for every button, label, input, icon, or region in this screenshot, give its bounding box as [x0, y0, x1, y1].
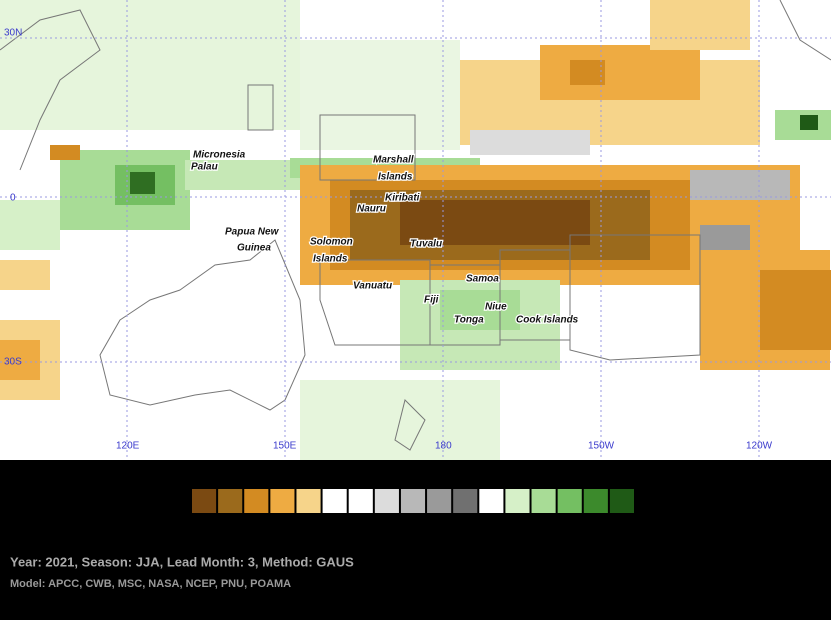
anomaly-field: [0, 0, 831, 460]
place-label: Samoa: [466, 274, 499, 285]
place-label: Fiji: [424, 295, 439, 306]
coordinate-label: 30S: [4, 357, 22, 368]
place-label: Marshall: [373, 155, 414, 166]
coordinate-label: 150E: [273, 441, 297, 452]
legend-swatch: [453, 489, 478, 513]
legend-swatch: [270, 489, 295, 513]
legend-swatch: [531, 489, 556, 513]
place-label: Micronesia: [193, 150, 246, 161]
coordinate-label: 180: [435, 441, 452, 452]
coordinate-labels: 30N 0 30S 120E 150E 180 150W 120W: [4, 28, 773, 452]
legend-swatch: [427, 489, 452, 513]
place-label: Guinea: [237, 243, 271, 254]
place-label: Cook Islands: [516, 315, 579, 326]
place-label: Solomon: [310, 237, 353, 248]
place-label: Vanuatu: [353, 281, 392, 292]
legend-swatch: [192, 489, 217, 513]
place-label: Nauru: [357, 204, 386, 215]
coordinate-label: 150W: [588, 441, 615, 452]
legend-swatch: [348, 489, 373, 513]
legend: [192, 489, 634, 513]
legend-swatch: [505, 489, 530, 513]
place-label: Niue: [485, 302, 507, 313]
place-label: Tonga: [454, 315, 484, 326]
legend-swatch: [479, 489, 504, 513]
coordinate-label: 120E: [116, 441, 140, 452]
graticule: [0, 0, 831, 460]
legend-swatch: [609, 489, 634, 513]
legend-swatch: [322, 489, 347, 513]
legend-swatch: [374, 489, 399, 513]
place-label: Islands: [378, 172, 413, 183]
legend-swatch: [557, 489, 582, 513]
coordinate-label: 30N: [4, 28, 22, 39]
place-label: Islands: [313, 254, 348, 265]
coastlines: [0, 0, 831, 451]
place-label: Kiribati: [385, 193, 420, 204]
legend-swatch: [218, 489, 243, 513]
coordinate-label: 0: [10, 193, 16, 204]
place-label: Palau: [191, 162, 218, 173]
footer-line: Model: APCC, CWB, MSC, NASA, NCEP, PNU, …: [10, 578, 291, 590]
legend-swatch: [296, 489, 321, 513]
legend-swatch: [400, 489, 426, 513]
coordinate-label: 120W: [746, 441, 773, 452]
legend-swatch: [583, 489, 608, 513]
footer-line: Year: 2021, Season: JJA, Lead Month: 3, …: [10, 554, 354, 569]
legend-swatch: [244, 489, 269, 513]
place-label: Tuvalu: [410, 239, 442, 250]
place-label: Papua New: [225, 227, 280, 238]
